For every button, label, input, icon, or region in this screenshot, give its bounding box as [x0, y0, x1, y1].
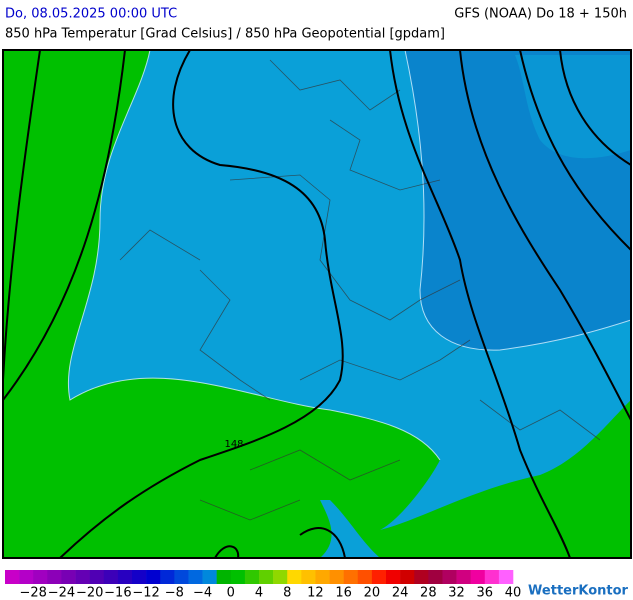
- scale-swatch: [75, 570, 90, 584]
- scale-label: −4: [193, 586, 212, 600]
- scale-label: 4: [255, 586, 263, 600]
- geopotential-contour: [3, 50, 126, 401]
- brand: WetterKontor: [528, 584, 629, 599]
- scale-label: −12: [132, 586, 159, 600]
- scale-label: 16: [335, 586, 352, 600]
- scale-swatch: [287, 570, 302, 584]
- geopotential-contour: [214, 527, 346, 558]
- scale-label: −16: [104, 586, 131, 600]
- scale-swatch: [216, 570, 232, 584]
- header-date: Do, 08.05.2025 00:00 UTC: [5, 7, 177, 22]
- scale-label: 32: [448, 586, 465, 600]
- scale-label: 0: [227, 586, 235, 600]
- isotherm: [404, 50, 631, 351]
- scale-label: 8: [283, 586, 291, 600]
- country-border: [119, 59, 601, 521]
- scale-label: 40: [505, 586, 522, 600]
- scale-swatch: [47, 570, 62, 584]
- geopotential-contour: [519, 50, 631, 251]
- scale-swatch: [259, 570, 274, 584]
- scale-swatch: [428, 570, 443, 584]
- scale-label: 28: [420, 586, 437, 600]
- scale-swatch: [470, 570, 486, 584]
- scale-label: −20: [76, 586, 103, 600]
- scale-swatch: [146, 570, 161, 584]
- scale-swatch: [244, 570, 260, 584]
- scale-swatch: [19, 570, 34, 584]
- scale-swatch: [273, 570, 288, 584]
- scale-swatch: [117, 570, 133, 584]
- scale-swatch: [33, 570, 48, 584]
- geopotential-contour: [559, 50, 631, 166]
- header-model: GFS (NOAA) Do 18 + 150h: [454, 7, 627, 22]
- scale-swatch: [202, 570, 217, 584]
- geopotential-contour: [59, 50, 344, 558]
- scale-swatch: [301, 570, 316, 584]
- scale-swatch: [160, 570, 175, 584]
- scale-swatch: [371, 570, 387, 584]
- isotherm: [68, 50, 441, 461]
- scale-label: −28: [20, 586, 47, 600]
- geopotential-contour: [389, 50, 571, 558]
- map: 148: [2, 49, 632, 559]
- color-scale: −28 −24 −20 −16 −12 −8 −4 0 4 8 12 16 20 24 28 32 36 40: [5, 570, 521, 600]
- scale-label: 36: [477, 586, 494, 600]
- scale-swatch: [5, 570, 20, 584]
- scale-swatch: [484, 570, 500, 584]
- scale-swatch: [357, 570, 373, 584]
- scale-swatch: [400, 570, 415, 584]
- scale-swatch: [456, 570, 471, 584]
- scale-swatch: [230, 570, 246, 584]
- scale-swatch: [188, 570, 203, 584]
- scale-swatch: [315, 570, 330, 584]
- scale-swatch: [174, 570, 189, 584]
- scale-swatch: [329, 570, 344, 584]
- scale-label: 24: [392, 586, 409, 600]
- geopotential-contour: [459, 50, 631, 421]
- map-frame: [2, 49, 632, 559]
- scale-swatch: [103, 570, 119, 584]
- scale-swatch: [89, 570, 105, 584]
- scale-label: 12: [307, 586, 324, 600]
- scale-swatch: [132, 570, 147, 584]
- geopotential-contour: [3, 50, 41, 381]
- cold-pocket: [515, 55, 631, 159]
- header-subtitle: 850 hPa Temperatur [Grad Celsius] / 850 …: [5, 27, 445, 42]
- contour-label: 148: [224, 439, 243, 450]
- scale-label: 20: [364, 586, 381, 600]
- scale-swatch: [386, 570, 401, 584]
- scale-label: −24: [48, 586, 75, 600]
- scale-swatch: [442, 570, 457, 584]
- cold-area: [320, 500, 380, 558]
- scale-swatch: [414, 570, 429, 584]
- scale-swatch: [61, 570, 76, 584]
- scale-swatch: [343, 570, 359, 584]
- scale-label: −8: [165, 586, 184, 600]
- scale-swatch: [498, 570, 514, 584]
